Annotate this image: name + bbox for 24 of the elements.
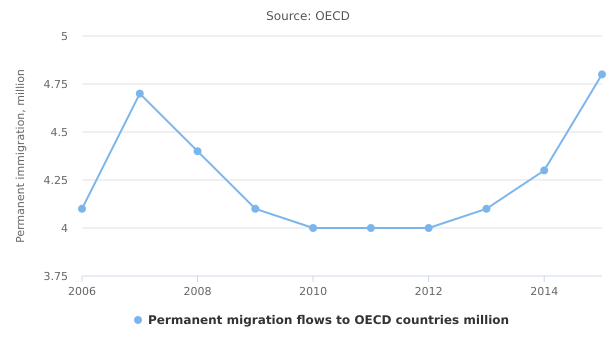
y-tick-label: 4.5 — [50, 126, 68, 139]
point — [251, 204, 260, 213]
y-tick-label: 4.75 — [44, 78, 68, 91]
point — [598, 70, 606, 78]
point — [136, 90, 144, 98]
x-tick-label: 2010 — [299, 285, 328, 298]
point — [482, 204, 490, 213]
x-tick-label: 2014 — [530, 285, 558, 298]
y-tick-label: 4.25 — [44, 174, 68, 187]
point — [194, 147, 202, 156]
chart-subtitle: Source: OECD — [266, 9, 350, 23]
y-tick-label: 4 — [61, 222, 68, 235]
point — [540, 166, 548, 174]
y-axis-title: Permanent immigration, million — [14, 69, 27, 243]
y-tick-label: 5 — [61, 30, 68, 43]
point — [78, 204, 86, 213]
legend-label: Permanent migration flows to OECD countries million — [148, 313, 510, 327]
x-tick-label: 2012 — [414, 285, 443, 298]
point — [366, 224, 375, 232]
point — [424, 224, 433, 232]
point — [309, 224, 318, 232]
x-tick-label: 2008 — [184, 285, 212, 298]
y-tick-label: 3.75 — [44, 270, 68, 283]
x-tick-label: 2006 — [68, 285, 96, 298]
